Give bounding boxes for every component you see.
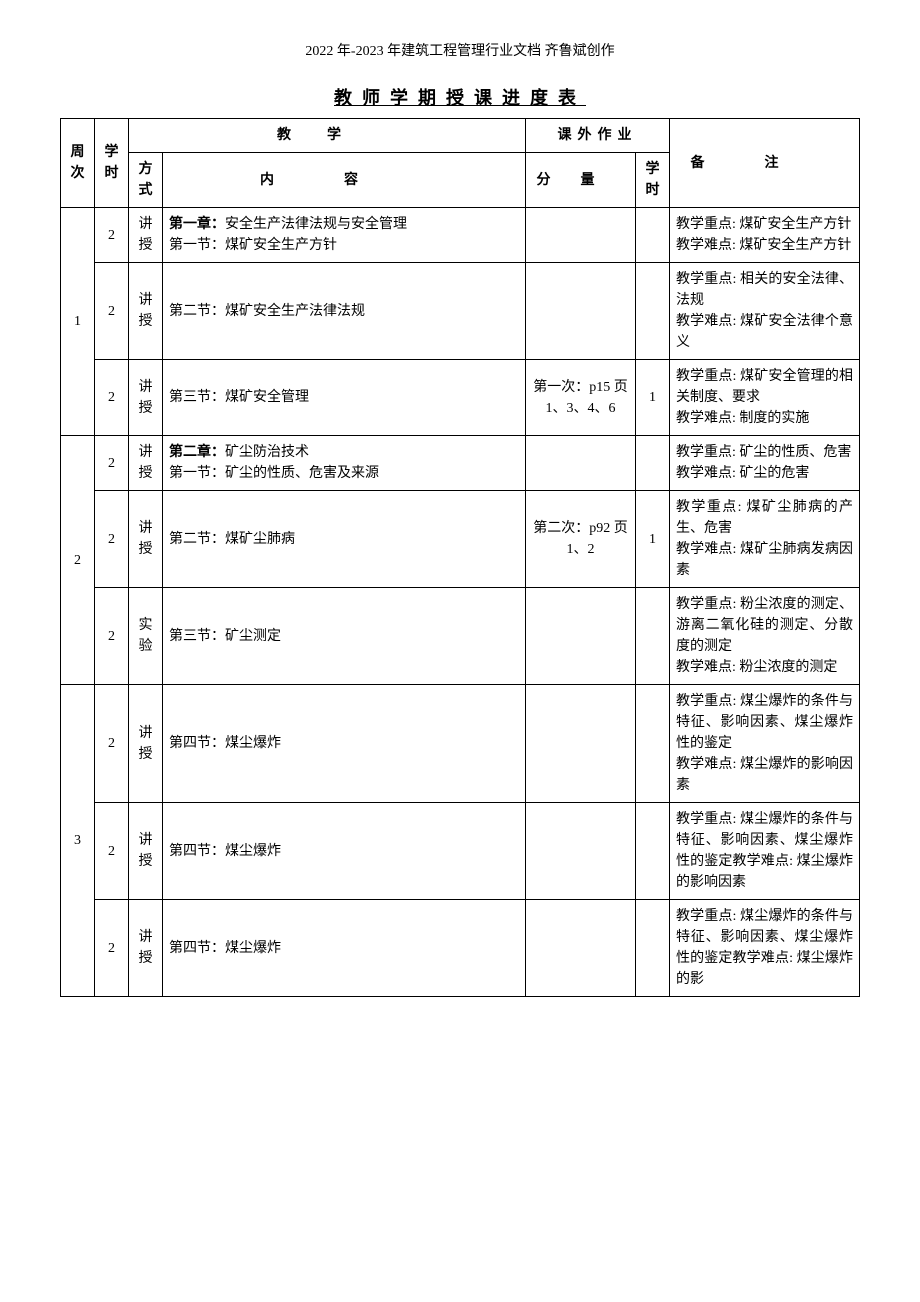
table-row: 2讲授第四节：煤尘爆炸 教学重点: 煤尘爆炸的条件与特征、影响因素、煤尘爆炸性的鉴… — [61, 900, 860, 997]
cell-hours: 2 — [95, 685, 129, 803]
doc-header: 2022 年-2023 年建筑工程管理行业文档 齐鲁斌创作 — [60, 40, 860, 60]
cell-hw-amount: 第二次：p92 页 1、2 — [526, 491, 636, 588]
cell-method: 讲授 — [129, 685, 163, 803]
cell-method: 讲授 — [129, 900, 163, 997]
cell-notes: 教学重点: 煤矿尘肺病的产生、危害教学难点: 煤矿尘肺病发病因素 — [670, 491, 860, 588]
hdr-hw-hours: 学时 — [636, 153, 670, 208]
cell-hours: 2 — [95, 491, 129, 588]
cell-content: 第二章：矿尘防治技术第一节：矿尘的性质、危害及来源 — [163, 436, 526, 491]
cell-hw-amount — [526, 685, 636, 803]
cell-hw-amount — [526, 588, 636, 685]
cell-hours: 2 — [95, 900, 129, 997]
hdr-teaching: 教学 — [129, 119, 526, 153]
table-row: 2讲授第二节：煤矿安全生产法律法规 教学重点: 相关的安全法律、法规教学难点: 煤… — [61, 263, 860, 360]
cell-notes: 教学重点: 煤尘爆炸的条件与特征、影响因素、煤尘爆炸性的鉴定教学难点: 煤尘爆炸… — [670, 803, 860, 900]
schedule-table: 周次 学时 教学 课外作业 备注 方式 内容 分量 学时 12讲授第一章：安全生… — [60, 118, 860, 997]
cell-hw-amount — [526, 436, 636, 491]
cell-content: 第二节：煤矿尘肺病 — [163, 491, 526, 588]
cell-hours: 2 — [95, 588, 129, 685]
table-row: 2讲授第四节：煤尘爆炸 教学重点: 煤尘爆炸的条件与特征、影响因素、煤尘爆炸性的鉴… — [61, 803, 860, 900]
cell-hw-amount — [526, 900, 636, 997]
cell-method: 讲授 — [129, 803, 163, 900]
hdr-content: 内容 — [163, 153, 526, 208]
cell-method: 实验 — [129, 588, 163, 685]
page-title: 教师学期授课进度表 — [60, 84, 860, 110]
cell-hours: 2 — [95, 360, 129, 436]
hdr-hw-amount: 分量 — [526, 153, 636, 208]
cell-week: 1 — [61, 208, 95, 436]
cell-notes: 教学重点: 煤矿安全管理的相关制度、要求教学难点: 制度的实施 — [670, 360, 860, 436]
cell-hours: 2 — [95, 436, 129, 491]
hdr-week: 周次 — [61, 119, 95, 208]
cell-hw-amount: 第一次：p15 页 1、3、4、6 — [526, 360, 636, 436]
hdr-hours: 学时 — [95, 119, 129, 208]
cell-content: 第三节：矿尘测定 — [163, 588, 526, 685]
cell-hw-hours — [636, 263, 670, 360]
table-row: 2讲授第二节：煤矿尘肺病第二次：p92 页 1、21教学重点: 煤矿尘肺病的产生… — [61, 491, 860, 588]
cell-method: 讲授 — [129, 491, 163, 588]
cell-hours: 2 — [95, 263, 129, 360]
cell-notes: 教学重点: 矿尘的性质、危害教学难点: 矿尘的危害 — [670, 436, 860, 491]
hdr-notes: 备注 — [670, 119, 860, 208]
cell-content: 第三节：煤矿安全管理 — [163, 360, 526, 436]
table-row: 2讲授第三节：煤矿安全管理第一次：p15 页 1、3、4、61教学重点: 煤矿安… — [61, 360, 860, 436]
cell-content: 第四节：煤尘爆炸 — [163, 900, 526, 997]
cell-notes: 教学重点: 煤尘爆炸的条件与特征、影响因素、煤尘爆炸性的鉴定教学难点: 煤尘爆炸… — [670, 900, 860, 997]
hdr-homework: 课外作业 — [526, 119, 670, 153]
cell-method: 讲授 — [129, 263, 163, 360]
cell-method: 讲授 — [129, 208, 163, 263]
table-row: 2实验第三节：矿尘测定 教学重点: 粉尘浓度的测定、游离二氧化硅的测定、分散度的测… — [61, 588, 860, 685]
cell-week: 2 — [61, 436, 95, 685]
cell-method: 讲授 — [129, 360, 163, 436]
cell-hw-hours — [636, 803, 670, 900]
cell-hw-hours: 1 — [636, 360, 670, 436]
cell-notes: 教学重点: 煤尘爆炸的条件与特征、影响因素、煤尘爆炸性的鉴定教学难点: 煤尘爆炸… — [670, 685, 860, 803]
cell-hw-hours — [636, 436, 670, 491]
hdr-method: 方式 — [129, 153, 163, 208]
cell-method: 讲授 — [129, 436, 163, 491]
cell-content: 第一章：安全生产法律法规与安全管理第一节：煤矿安全生产方针 — [163, 208, 526, 263]
table-row: 32讲授第四节：煤尘爆炸教学重点: 煤尘爆炸的条件与特征、影响因素、煤尘爆炸性的… — [61, 685, 860, 803]
cell-notes: 教学重点: 煤矿安全生产方针教学难点: 煤矿安全生产方针 — [670, 208, 860, 263]
table-row: 12讲授第一章：安全生产法律法规与安全管理第一节：煤矿安全生产方针教学重点: 煤… — [61, 208, 860, 263]
cell-week: 3 — [61, 685, 95, 997]
cell-hw-hours — [636, 588, 670, 685]
cell-hw-amount — [526, 803, 636, 900]
cell-hw-amount — [526, 263, 636, 360]
cell-content: 第四节：煤尘爆炸 — [163, 685, 526, 803]
cell-hw-hours — [636, 208, 670, 263]
cell-content: 第四节：煤尘爆炸 — [163, 803, 526, 900]
cell-content: 第二节：煤矿安全生产法律法规 — [163, 263, 526, 360]
cell-hw-hours: 1 — [636, 491, 670, 588]
cell-notes: 教学重点: 粉尘浓度的测定、游离二氧化硅的测定、分散度的测定教学难点: 粉尘浓度… — [670, 588, 860, 685]
cell-notes: 教学重点: 相关的安全法律、法规教学难点: 煤矿安全法律个意义 — [670, 263, 860, 360]
cell-hw-hours — [636, 685, 670, 803]
cell-hours: 2 — [95, 208, 129, 263]
table-row: 22讲授第二章：矿尘防治技术第一节：矿尘的性质、危害及来源教学重点: 矿尘的性质… — [61, 436, 860, 491]
cell-hw-hours — [636, 900, 670, 997]
cell-hours: 2 — [95, 803, 129, 900]
cell-hw-amount — [526, 208, 636, 263]
